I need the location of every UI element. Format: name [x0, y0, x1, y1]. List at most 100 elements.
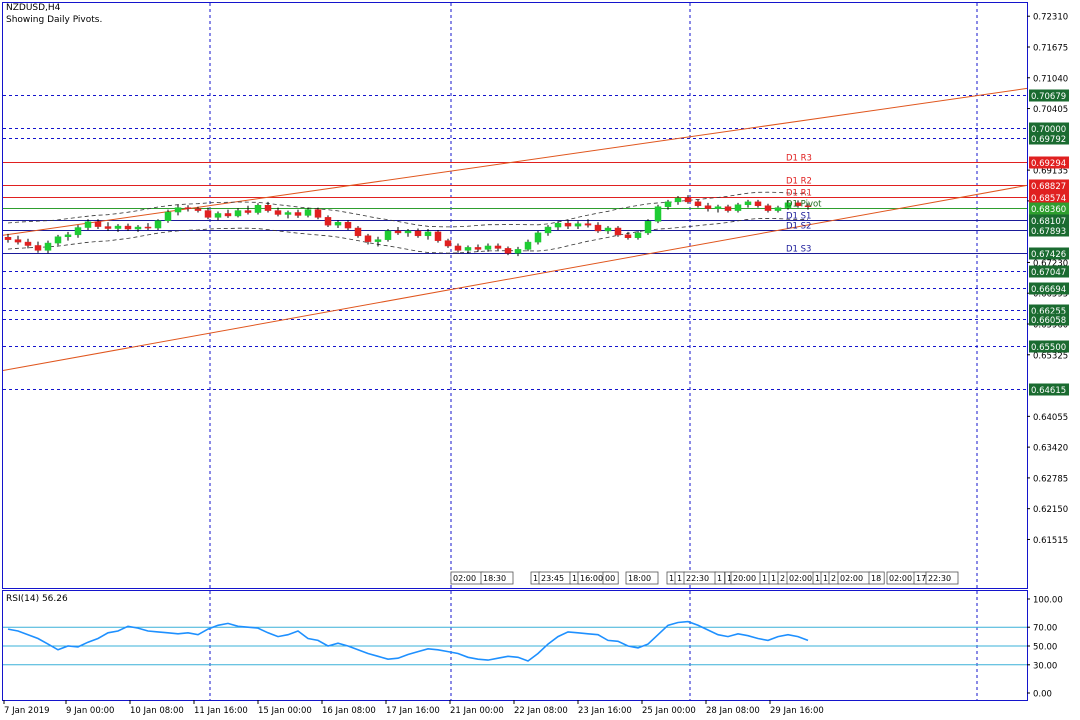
candle-bull[interactable]	[84, 221, 92, 228]
candle-bear[interactable]	[274, 210, 282, 215]
candle-bull[interactable]	[484, 245, 492, 250]
time-axis-label: 28 Jan 08:00	[706, 706, 760, 716]
candle-bull[interactable]	[714, 206, 722, 209]
candle-bull[interactable]	[734, 204, 742, 211]
candle-bull[interactable]	[574, 223, 582, 227]
candle-bear[interactable]	[414, 230, 422, 237]
candle-bear[interactable]	[34, 245, 42, 251]
candle-bull[interactable]	[744, 201, 752, 206]
candle-bull[interactable]	[774, 207, 782, 211]
candle-bear[interactable]	[804, 205, 812, 207]
candle-bear[interactable]	[564, 222, 572, 227]
candle-bear[interactable]	[624, 234, 632, 238]
candle-bear[interactable]	[294, 212, 302, 216]
candle-bull[interactable]	[534, 232, 542, 243]
session-tag-label: 1	[771, 574, 776, 583]
candle-bear[interactable]	[124, 225, 132, 230]
price-level-badge-label: 0.68574	[1031, 194, 1066, 204]
candle-bear[interactable]	[444, 240, 452, 247]
candle-bull[interactable]	[284, 212, 292, 215]
candle-bull[interactable]	[174, 207, 182, 213]
candle-bear[interactable]	[704, 205, 712, 209]
candle-bear[interactable]	[614, 227, 622, 236]
candle-bull[interactable]	[544, 226, 552, 234]
candle-bear[interactable]	[684, 197, 692, 203]
candle-bull[interactable]	[514, 249, 522, 254]
candle-bear[interactable]	[354, 227, 362, 237]
candle-bull[interactable]	[784, 202, 792, 208]
candle-bear[interactable]	[184, 207, 192, 209]
candle-bear[interactable]	[324, 217, 332, 226]
candle-bull[interactable]	[664, 201, 672, 207]
candle-bear[interactable]	[144, 226, 152, 229]
candle-bull[interactable]	[164, 211, 172, 222]
candle-bear[interactable]	[724, 206, 732, 211]
candle-bull[interactable]	[464, 247, 472, 251]
candle-bear[interactable]	[24, 241, 32, 246]
candle-bull[interactable]	[234, 210, 242, 217]
candle-bull[interactable]	[424, 231, 432, 237]
candle-bull[interactable]	[44, 242, 52, 251]
candle-bull[interactable]	[674, 197, 682, 203]
time-axis-label: 11 Jan 16:00	[194, 706, 248, 716]
candle-bull[interactable]	[304, 209, 312, 216]
candle-bull[interactable]	[554, 222, 562, 228]
candle-bull[interactable]	[384, 230, 392, 240]
candle-bear[interactable]	[764, 205, 772, 211]
candle-bear[interactable]	[494, 245, 502, 249]
lower-envelope-band	[7, 217, 809, 254]
candle-bull[interactable]	[404, 230, 412, 234]
candle-bear[interactable]	[584, 223, 592, 226]
pivot-label: D1 R1	[786, 189, 812, 199]
candle-bear[interactable]	[754, 201, 762, 206]
price-panel-frame	[2, 2, 1028, 589]
price-level-badge-label: 0.68107	[1031, 217, 1066, 227]
candle-bear[interactable]	[314, 209, 322, 218]
candle-bear[interactable]	[94, 221, 102, 227]
candle-bull[interactable]	[154, 220, 162, 229]
candle-bull[interactable]	[654, 206, 662, 222]
candle-bear[interactable]	[264, 204, 272, 211]
candle-bull[interactable]	[74, 227, 82, 236]
candle-bear[interactable]	[694, 201, 702, 206]
session-tag-label: 18	[871, 574, 881, 583]
candle-bear[interactable]	[794, 202, 802, 206]
candle-bear[interactable]	[194, 208, 202, 211]
candle-bull[interactable]	[374, 239, 382, 242]
candle-bull[interactable]	[634, 232, 642, 238]
candle-bear[interactable]	[224, 213, 232, 217]
candle-bear[interactable]	[364, 235, 372, 242]
candle-bear[interactable]	[4, 236, 12, 240]
candle-bull[interactable]	[604, 227, 612, 232]
candle-bear[interactable]	[394, 230, 402, 234]
session-tag-box	[714, 571, 726, 585]
price-level-badge	[1029, 89, 1069, 102]
price-level-badge-label: 0.64615	[1031, 386, 1066, 396]
time-axis-label: 7 Jan 2019	[4, 706, 50, 716]
candle-bear[interactable]	[454, 245, 462, 251]
candle-bull[interactable]	[254, 204, 262, 213]
candle-bear[interactable]	[474, 247, 482, 250]
candle-bear[interactable]	[204, 210, 212, 218]
candle-bull[interactable]	[64, 234, 72, 238]
candle-bear[interactable]	[244, 210, 252, 213]
candle-bull[interactable]	[214, 213, 222, 218]
candle-bear[interactable]	[504, 248, 512, 254]
candle-bull[interactable]	[644, 220, 652, 234]
candle-bear[interactable]	[594, 224, 602, 232]
candle-bull[interactable]	[54, 236, 62, 244]
candle-bear[interactable]	[104, 226, 112, 229]
candle-bull[interactable]	[114, 225, 122, 229]
candle-bull[interactable]	[524, 241, 532, 250]
candle-bull[interactable]	[334, 221, 342, 226]
time-axis-label: 23 Jan 16:00	[578, 706, 632, 716]
session-tag-label: 1	[815, 574, 820, 583]
candle-bear[interactable]	[344, 221, 352, 229]
candle-bear[interactable]	[14, 239, 22, 243]
candle-bear[interactable]	[434, 231, 442, 241]
price-axis-tick-label: 0.72310	[1033, 13, 1068, 23]
price-level-badge-label: 0.70679	[1031, 92, 1066, 102]
price-level-badge-label: 0.68827	[1031, 182, 1066, 192]
candle-bull[interactable]	[134, 226, 142, 230]
